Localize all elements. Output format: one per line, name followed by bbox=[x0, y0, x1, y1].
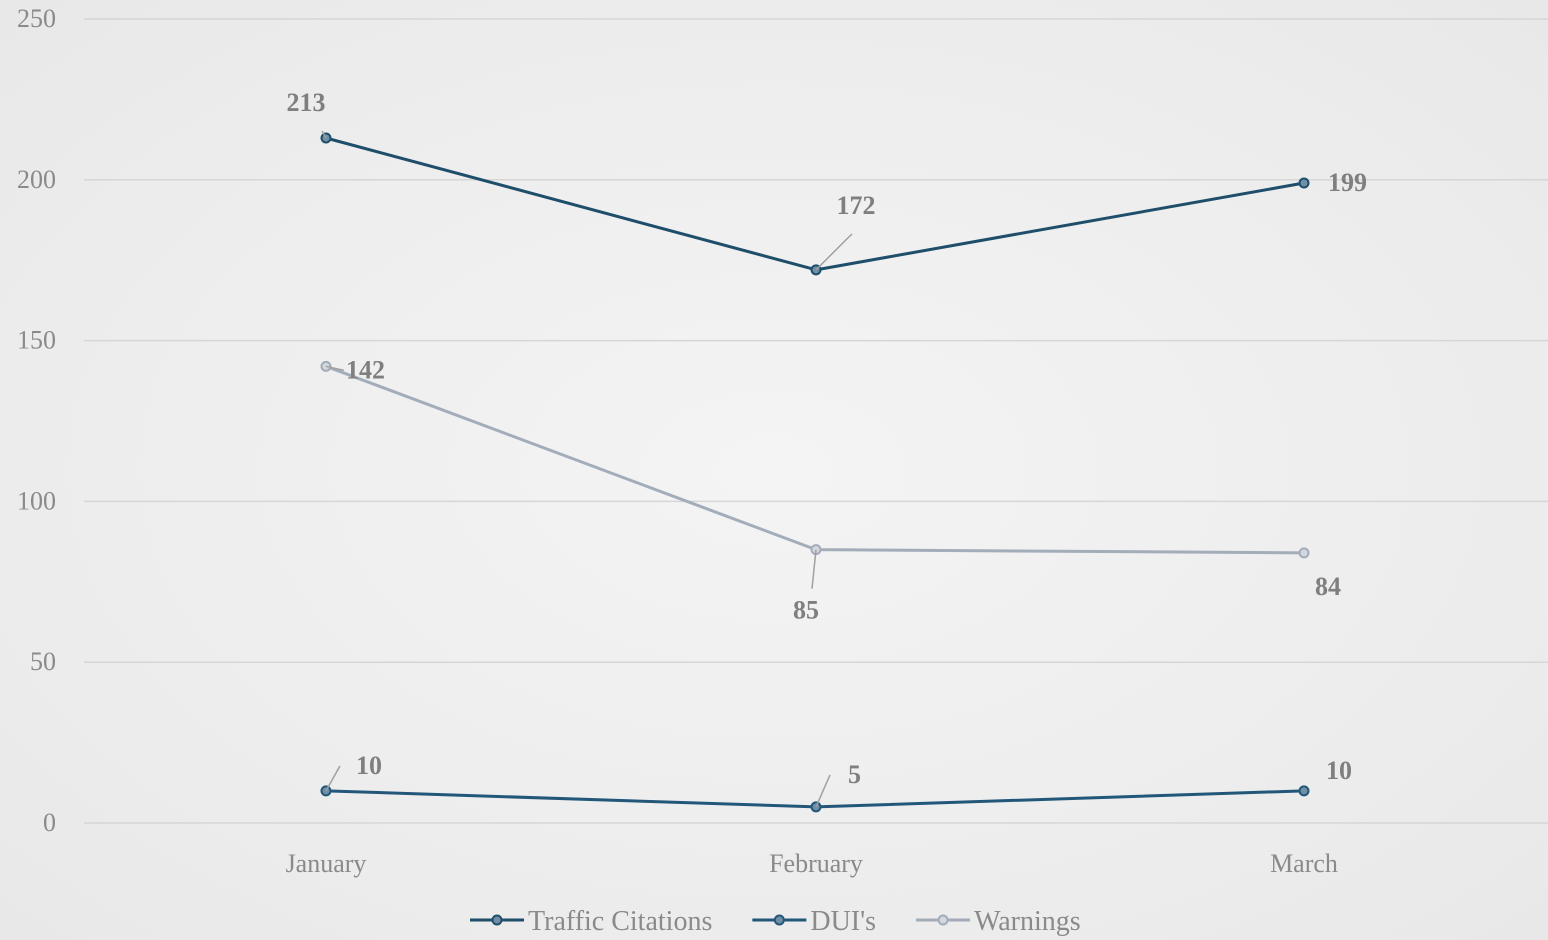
y-tick-label: 200 bbox=[17, 165, 56, 194]
data-label: 10 bbox=[1326, 756, 1352, 785]
leader-line bbox=[325, 365, 345, 372]
data-point bbox=[1298, 547, 1310, 559]
y-tick-label: 0 bbox=[43, 808, 56, 837]
legend: Traffic Citations DUI's Warnings bbox=[470, 906, 1081, 937]
legend-label: DUI's bbox=[810, 906, 876, 937]
leader-line bbox=[325, 765, 341, 792]
leader-line bbox=[811, 549, 817, 589]
legend-swatch-marker bbox=[937, 914, 949, 926]
legend-entry: Traffic Citations bbox=[470, 906, 712, 937]
data-label: 5 bbox=[848, 760, 861, 789]
legend-label: Traffic Citations bbox=[528, 906, 712, 937]
leader-line bbox=[321, 130, 327, 139]
legend-entry: DUI's bbox=[752, 906, 876, 937]
data-label: 84 bbox=[1315, 572, 1341, 601]
data-label: 172 bbox=[837, 191, 876, 220]
legend-swatch-marker bbox=[773, 914, 785, 926]
data-label: 213 bbox=[287, 88, 326, 117]
x-tick-label: January bbox=[286, 849, 367, 878]
data-point bbox=[1298, 785, 1310, 797]
series-lines bbox=[320, 132, 1310, 813]
leader-line bbox=[815, 233, 853, 271]
x-tick-label: March bbox=[1270, 849, 1338, 878]
y-axis-ticks: 0 50 100 150 200 250 bbox=[17, 4, 56, 837]
data-point bbox=[1298, 177, 1310, 189]
y-tick-label: 50 bbox=[30, 647, 56, 676]
y-tick-label: 250 bbox=[17, 4, 56, 33]
legend-entry: Warnings bbox=[916, 906, 1081, 937]
series-line bbox=[325, 364, 1305, 555]
data-labels: 213 172 199 10 5 10 142 85 84 bbox=[287, 88, 1368, 789]
legend-label: Warnings bbox=[974, 906, 1081, 937]
y-tick-label: 100 bbox=[17, 486, 56, 515]
series-line bbox=[325, 136, 1305, 272]
data-label: 10 bbox=[356, 751, 382, 780]
label-leader-lines bbox=[321, 130, 853, 808]
x-axis-ticks: January February March bbox=[286, 849, 1338, 878]
data-label: 142 bbox=[346, 355, 385, 384]
legend-swatch-marker bbox=[491, 914, 503, 926]
gridlines bbox=[84, 18, 1548, 824]
x-tick-label: February bbox=[769, 849, 863, 878]
data-label: 85 bbox=[793, 596, 819, 625]
leader-line bbox=[815, 774, 831, 808]
data-label: 199 bbox=[1328, 168, 1367, 197]
y-tick-label: 150 bbox=[17, 326, 56, 355]
